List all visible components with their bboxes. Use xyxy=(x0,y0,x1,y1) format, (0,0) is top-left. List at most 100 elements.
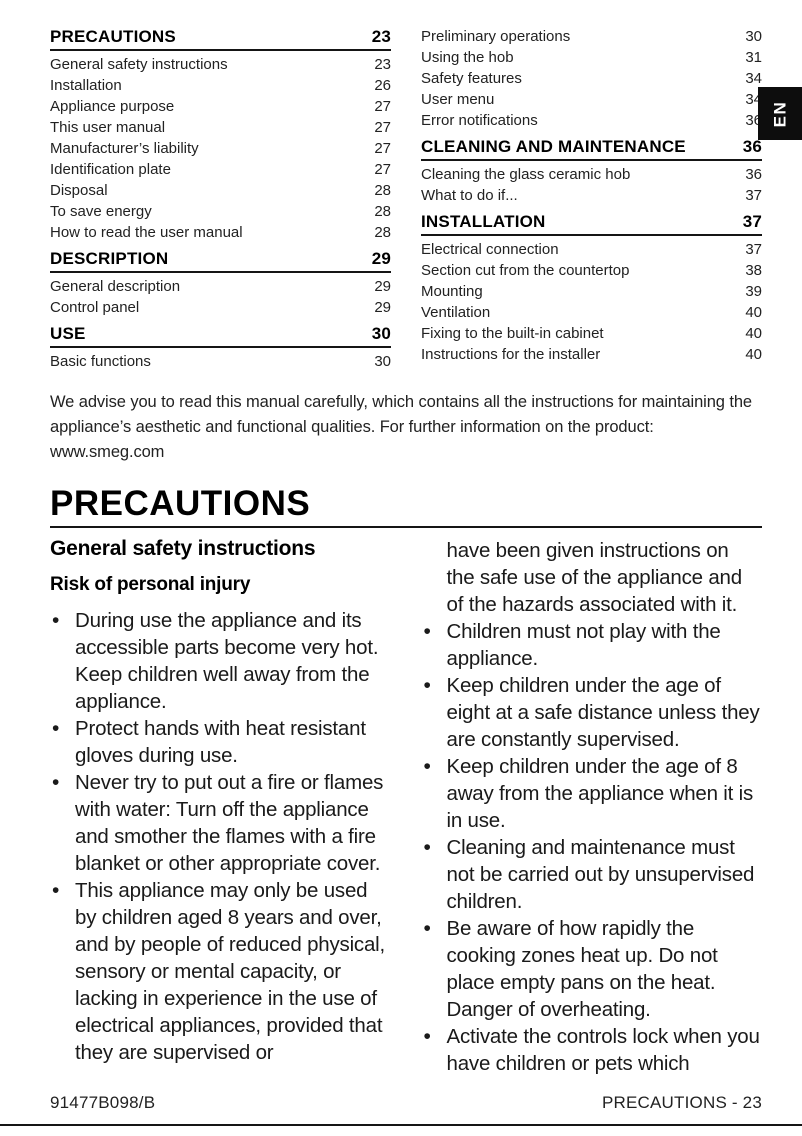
toc-entry-label: Instructions for the installer xyxy=(421,346,601,363)
toc-entry: Preliminary operations 30 xyxy=(421,26,762,47)
toc-entry-label: Cleaning the glass ceramic hob xyxy=(421,166,631,183)
toc-entry-page: 38 xyxy=(745,262,762,279)
bullet-item: Activate the controls lock when you have… xyxy=(422,1023,763,1077)
toc-entry-label: Installation xyxy=(50,77,122,94)
toc-section-header: CLEANING AND MAINTENANCE 36 xyxy=(421,136,762,161)
toc-entry-label: To save energy xyxy=(50,203,152,220)
toc-entry: Cleaning the glass ceramic hob 36 xyxy=(421,164,762,185)
page-footer: 91477B098/B PRECAUTIONS - 23 xyxy=(50,1093,762,1113)
footer-page-label: PRECAUTIONS - 23 xyxy=(601,1093,762,1112)
document-code: 91477B098/B xyxy=(50,1093,156,1112)
toc-entry: Mounting 39 xyxy=(421,281,762,302)
toc-entry-label: Identification plate xyxy=(50,161,171,178)
toc-entry-label: PRECAUTIONS xyxy=(50,27,176,46)
toc-entry-label: Manufacturer’s liability xyxy=(50,140,199,157)
toc-entry-page: 26 xyxy=(374,77,391,94)
toc-entry-page: 36 xyxy=(745,112,762,129)
body-left-column: General safety instructions Risk of pers… xyxy=(50,537,391,1077)
toc-entry-page: 30 xyxy=(371,324,391,343)
body-columns: General safety instructions Risk of pers… xyxy=(50,537,762,1077)
toc-entry-page: 36 xyxy=(742,137,762,156)
table-of-contents: PRECAUTIONS 23 General safety instruction… xyxy=(50,26,762,372)
toc-entry: This user manual 27 xyxy=(50,117,391,138)
continuation-paragraph: have been given instructions on the safe… xyxy=(446,539,743,616)
bullet-item: Children must not play with the applianc… xyxy=(422,618,763,672)
toc-entry-label: Mounting xyxy=(421,283,483,300)
toc-entry-page: 27 xyxy=(374,119,391,136)
bottom-rule xyxy=(0,1124,802,1126)
toc-entry-label: What to do if... xyxy=(421,187,518,204)
toc-section-header: PRECAUTIONS 23 xyxy=(50,26,391,51)
bullet-item: Protect hands with heat resistant gloves… xyxy=(50,715,391,769)
title-rule xyxy=(50,526,762,528)
toc-entry: Manufacturer’s liability 27 xyxy=(50,138,391,159)
toc-section-header: USE 30 xyxy=(50,323,391,348)
toc-entry-page: 27 xyxy=(374,98,391,115)
bullet-item: During use the appliance and its accessi… xyxy=(50,607,391,715)
toc-entry: General description 29 xyxy=(50,276,391,297)
toc-entry-label: This user manual xyxy=(50,119,166,136)
toc-entry: How to read the user manual 28 xyxy=(50,222,391,243)
toc-entry: Disposal 28 xyxy=(50,180,391,201)
toc-entry-label: User menu xyxy=(421,91,495,108)
toc-entry: What to do if... 37 xyxy=(421,185,762,206)
toc-entry-page: 27 xyxy=(374,140,391,157)
bullet-item: This appliance may only be used by child… xyxy=(50,877,391,1066)
toc-entry-label: CLEANING AND MAINTENANCE xyxy=(421,137,686,156)
language-tab-label: EN xyxy=(770,100,789,127)
intro-paragraph: We advise you to read this manual carefu… xyxy=(50,393,753,461)
toc-entry-label: DESCRIPTION xyxy=(50,249,169,268)
toc-entry-page: 28 xyxy=(374,182,391,199)
section-title: PRECAUTIONS xyxy=(50,484,311,523)
toc-entry-page: 23 xyxy=(371,27,391,46)
toc-entry-page: 29 xyxy=(374,299,391,316)
toc-entry: Appliance purpose 27 xyxy=(50,96,391,117)
toc-entry: Fixing to the built-in cabinet 40 xyxy=(421,323,762,344)
toc-entry: Ventilation 40 xyxy=(421,302,762,323)
toc-entry-label: Error notifications xyxy=(421,112,538,129)
toc-entry-page: 34 xyxy=(745,70,762,87)
toc-entry-label: Fixing to the built-in cabinet xyxy=(421,325,604,342)
toc-entry-label: USE xyxy=(50,324,86,343)
toc-entry-label: Appliance purpose xyxy=(50,98,175,115)
bullet-item: Keep children under the age of eight at … xyxy=(422,672,763,753)
toc-entry: Instructions for the installer 40 xyxy=(421,344,762,365)
risk-subheading: Risk of personal injury xyxy=(50,574,251,595)
bullet-item: Never try to put out a fire or flames wi… xyxy=(50,769,391,877)
toc-entry-page: 36 xyxy=(745,166,762,183)
toc-entry-label: Preliminary operations xyxy=(421,28,571,45)
toc-entry: Control panel 29 xyxy=(50,297,391,318)
toc-entry-page: 29 xyxy=(371,249,391,268)
toc-entry-label: Section cut from the countertop xyxy=(421,262,630,279)
bullet-item: Cleaning and maintenance must not be car… xyxy=(422,834,763,915)
toc-entry-page: 40 xyxy=(745,346,762,363)
toc-entry-page: 39 xyxy=(745,283,762,300)
toc-entry-page: 34 xyxy=(745,91,762,108)
toc-right-column: Preliminary operations 30 Using the hob 31… xyxy=(421,26,762,372)
toc-entry-page: 29 xyxy=(374,278,391,295)
toc-entry: Safety features 34 xyxy=(421,68,762,89)
toc-entry: User menu 34 xyxy=(421,89,762,110)
toc-entry-page: 30 xyxy=(374,353,391,370)
toc-entry-label: Electrical connection xyxy=(421,241,559,258)
toc-entry: To save energy 28 xyxy=(50,201,391,222)
toc-entry-label: Ventilation xyxy=(421,304,491,321)
toc-entry-page: 30 xyxy=(745,28,762,45)
subsection-heading: General safety instructions xyxy=(50,537,316,560)
safety-bullet-list-left: During use the appliance and its accessi… xyxy=(50,607,391,1066)
toc-entry: Using the hob 31 xyxy=(421,47,762,68)
safety-bullet-list-right: Children must not play with the applianc… xyxy=(422,618,763,1077)
toc-entry: Installation 26 xyxy=(50,75,391,96)
toc-entry-page: 27 xyxy=(374,161,391,178)
toc-entry-page: 28 xyxy=(374,203,391,220)
toc-entry: Basic functions 30 xyxy=(50,351,391,372)
toc-entry-label: Safety features xyxy=(421,70,522,87)
toc-entry-page: 40 xyxy=(745,304,762,321)
toc-entry-page: 37 xyxy=(745,241,762,258)
toc-entry: Error notifications 36 xyxy=(421,110,762,131)
toc-entry-page: 23 xyxy=(374,56,391,73)
toc-entry-label: General description xyxy=(50,278,181,295)
toc-entry-label: How to read the user manual xyxy=(50,224,243,241)
bullet-item: Keep children under the age of 8 away fr… xyxy=(422,753,763,834)
